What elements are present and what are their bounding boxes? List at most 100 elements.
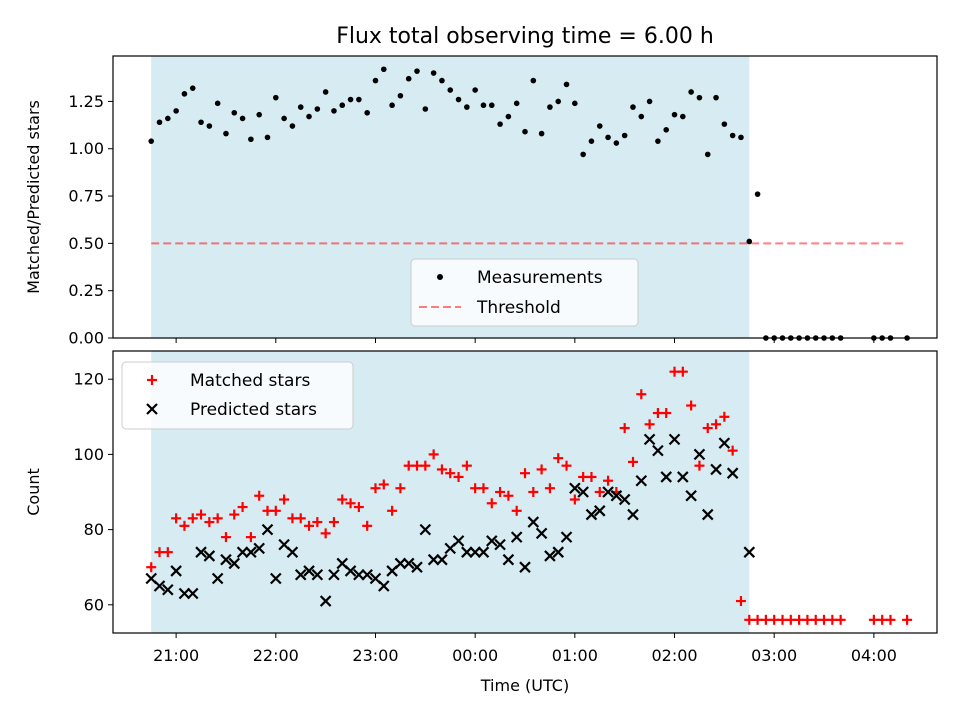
top-y-tick-label: 0.25 bbox=[68, 281, 104, 300]
measurement-points bbox=[148, 66, 910, 341]
matched-stars-points bbox=[146, 366, 913, 625]
predicted-star-point bbox=[652, 444, 664, 457]
legend-plus-marker bbox=[147, 375, 157, 385]
matched-star-point bbox=[885, 614, 896, 625]
measurement-point bbox=[588, 138, 595, 144]
predicted-star-point bbox=[544, 550, 556, 562]
matched-star-point bbox=[345, 498, 356, 509]
measurement-point bbox=[364, 109, 370, 116]
matched-star-point bbox=[245, 532, 256, 543]
predicted-star-point bbox=[153, 580, 166, 592]
measurement-point bbox=[538, 130, 545, 137]
matched-star-point bbox=[735, 596, 746, 607]
predicted-star-point bbox=[510, 531, 523, 543]
legend-predicted-marker bbox=[146, 403, 158, 415]
predicted-star-point bbox=[203, 550, 216, 562]
top-y-tick-label: 0.00 bbox=[68, 329, 104, 348]
matched-star-point bbox=[644, 419, 655, 430]
predicted-star-point bbox=[552, 546, 565, 558]
bottom-legend: Matched stars Predicted stars bbox=[121, 361, 354, 430]
measurement-point bbox=[522, 128, 528, 135]
measurement-point bbox=[306, 113, 312, 120]
measurement-point bbox=[322, 89, 329, 95]
measurement-point bbox=[314, 106, 321, 112]
matched-star-point bbox=[229, 509, 240, 520]
measurement-point bbox=[754, 191, 761, 197]
measurement-point bbox=[655, 138, 661, 144]
matched-star-point bbox=[511, 505, 522, 516]
top-legend: Measurements Threshold bbox=[410, 258, 639, 327]
matched-star-point bbox=[428, 449, 439, 460]
x-tick-label: 04:00 bbox=[851, 646, 897, 665]
predicted-star-point bbox=[245, 546, 257, 558]
matched-star-point bbox=[220, 532, 231, 543]
predicted-star-point bbox=[569, 482, 581, 495]
predicted-star-point bbox=[502, 553, 515, 566]
matched-star-point bbox=[187, 513, 198, 524]
x-tick-label: 22:00 bbox=[253, 646, 299, 665]
bottom-x-ticks: 21:00 22:00 23:00 00:00 01:00 02:00 03:00 04:00 bbox=[153, 633, 897, 665]
predicted-star-point bbox=[660, 471, 672, 483]
matched-star-point bbox=[162, 547, 173, 558]
predicted-star-point bbox=[344, 565, 357, 577]
predicted-star-point bbox=[477, 546, 490, 558]
measurement-point bbox=[173, 108, 179, 114]
matched-star-point bbox=[686, 400, 697, 411]
matched-star-point bbox=[902, 614, 913, 625]
matched-star-point bbox=[387, 505, 398, 516]
bottom-y-tick-label: 100 bbox=[73, 445, 104, 464]
predicted-star-point bbox=[311, 568, 324, 581]
predicted-star-point bbox=[228, 557, 241, 570]
measurement-point bbox=[671, 111, 678, 118]
measurement-point bbox=[688, 89, 694, 95]
predicted-star-point bbox=[361, 568, 373, 581]
predicted-star-point bbox=[685, 489, 697, 502]
top-y-tick-label: 1.25 bbox=[68, 92, 104, 111]
x-axis-label: Time (UTC) bbox=[480, 676, 569, 695]
measurement-point bbox=[713, 94, 719, 101]
predicted-star-point bbox=[328, 568, 340, 581]
measurement-point bbox=[248, 136, 254, 143]
predicted-star-point bbox=[394, 557, 407, 570]
predicted-star-point bbox=[236, 546, 249, 558]
predicted-star-point bbox=[560, 531, 573, 543]
x-tick-label: 23:00 bbox=[352, 646, 398, 665]
measurement-point bbox=[513, 100, 520, 107]
measurement-point bbox=[256, 111, 262, 118]
predicted-star-point bbox=[211, 572, 224, 585]
measurement-point bbox=[380, 66, 387, 73]
predicted-star-point bbox=[469, 546, 481, 558]
measurement-point bbox=[738, 134, 744, 141]
measurement-point bbox=[430, 70, 437, 76]
measurement-point bbox=[239, 115, 246, 122]
predicted-star-point bbox=[270, 572, 282, 585]
predicted-star-point bbox=[419, 523, 432, 536]
measurement-point bbox=[297, 104, 304, 110]
predicted-star-point bbox=[186, 587, 199, 600]
predicted-stars-points bbox=[145, 433, 756, 607]
matched-star-point bbox=[171, 513, 182, 524]
measurement-point bbox=[273, 94, 279, 101]
predicted-star-point bbox=[494, 538, 506, 551]
legend-x-marker bbox=[146, 403, 158, 415]
top-y-tick-label: 0.50 bbox=[68, 234, 104, 253]
measurement-point bbox=[596, 123, 603, 129]
matched-star-point bbox=[378, 479, 389, 490]
legend-predicted-label: Predicted stars bbox=[190, 400, 317, 420]
predicted-star-point bbox=[411, 561, 423, 573]
predicted-star-point bbox=[436, 553, 448, 566]
measurement-point bbox=[472, 87, 478, 93]
bottom-y-ticks: 60 80 100 120 bbox=[73, 370, 113, 614]
matched-star-point bbox=[196, 509, 207, 520]
measurement-point bbox=[223, 130, 229, 137]
matched-star-point bbox=[835, 614, 846, 625]
predicted-star-point bbox=[618, 493, 631, 506]
matched-star-point bbox=[478, 483, 489, 494]
matched-star-point bbox=[528, 487, 539, 497]
measurement-point bbox=[347, 96, 354, 103]
matched-star-point bbox=[661, 408, 672, 419]
measurement-point bbox=[455, 96, 462, 103]
matched-star-point bbox=[362, 520, 373, 531]
matched-star-point bbox=[520, 468, 530, 479]
